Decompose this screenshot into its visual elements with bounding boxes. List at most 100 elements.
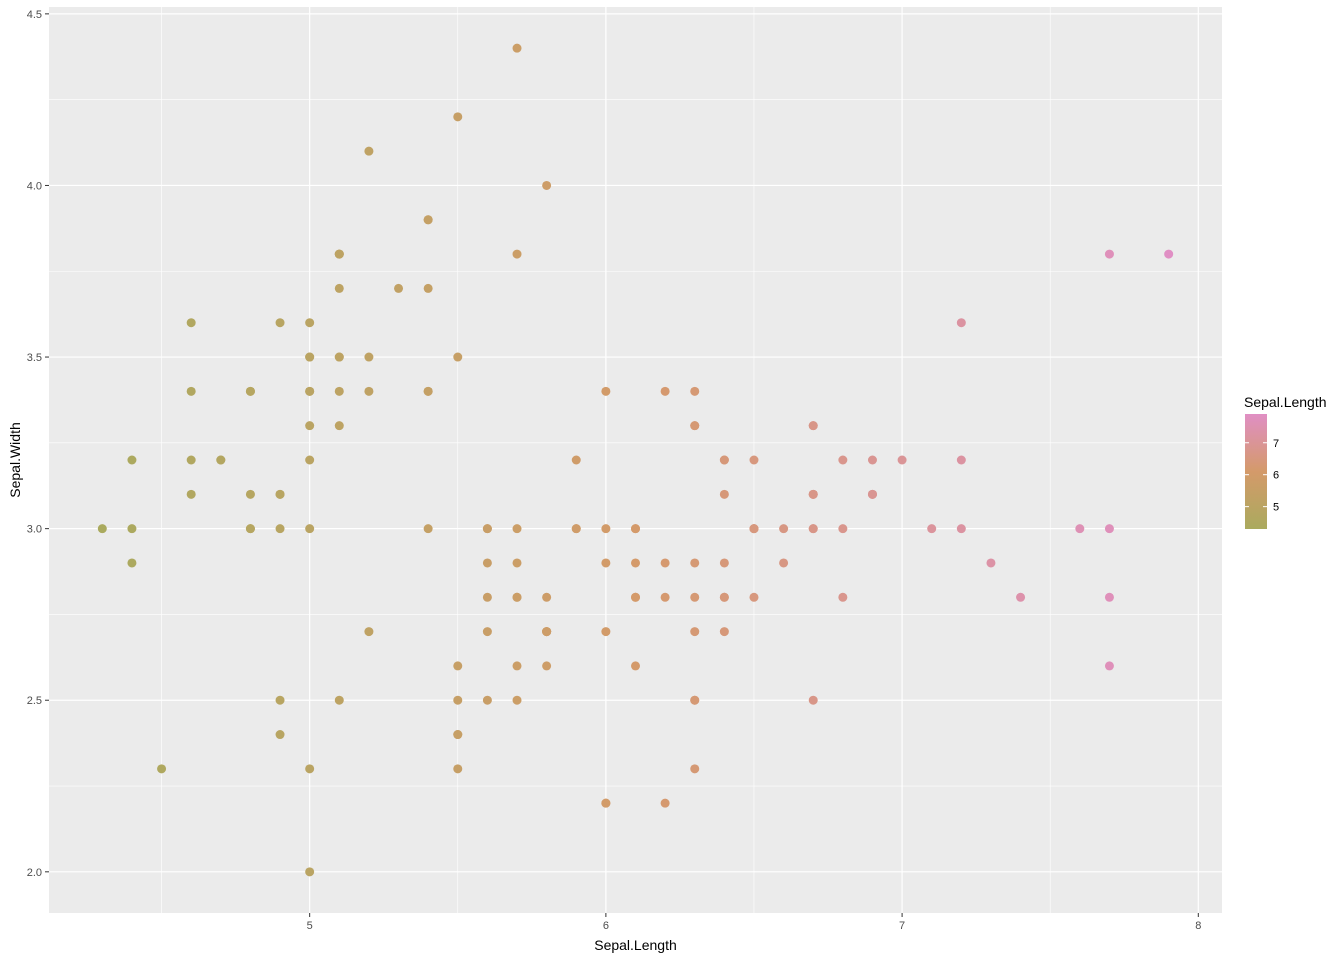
data-point [275,730,285,740]
data-point [808,524,818,534]
legend-tick-label: 6 [1273,470,1279,482]
data-point [512,592,522,602]
data-point [186,386,196,396]
data-point [867,455,877,465]
data-point [1104,592,1114,602]
data-point [808,421,818,431]
data-point [305,318,315,328]
x-tick-label: 7 [899,920,905,932]
data-point [186,489,196,499]
data-point [186,455,196,465]
data-point [334,421,344,431]
data-point [631,558,640,568]
data-point [334,283,344,293]
data-point [690,558,700,568]
data-point [631,524,640,534]
data-point [482,627,492,637]
data-point [453,112,463,122]
data-point [660,592,670,602]
data-point [423,215,433,225]
x-tick-label: 8 [1195,920,1201,932]
data-point [482,695,492,705]
data-point [275,489,285,499]
data-point [364,386,374,396]
data-point [275,524,285,534]
data-point [364,352,374,362]
y-tick-label: 3.0 [27,524,42,536]
data-point [157,764,167,774]
data-point [127,558,137,568]
data-point [601,627,611,637]
data-point [956,524,966,534]
data-point [245,524,255,534]
data-point [482,524,492,534]
data-point [423,386,433,396]
x-axis: 5 6 7 8 [307,913,1201,932]
data-point [482,558,492,568]
data-point [571,524,581,534]
data-point [334,695,344,705]
data-point [542,180,552,190]
y-axis: 2.0 2.5 3.0 3.5 4.0 4.5 [27,9,49,879]
data-point [186,318,196,328]
x-axis-title: Sepal.Length [594,937,677,953]
data-point [305,386,315,396]
data-point [838,455,848,465]
legend-title: Sepal.Length [1244,394,1327,410]
x-tick-label: 6 [603,920,609,932]
data-point [512,249,522,259]
data-point [956,318,966,328]
data-point [482,592,492,602]
data-point [275,695,285,705]
data-point [808,489,818,499]
legend-tick-label: 7 [1273,438,1279,450]
data-point [512,558,522,568]
data-point [660,558,670,568]
data-point [779,524,789,534]
legend-tick-label: 5 [1273,502,1279,514]
data-point [423,283,433,293]
data-point [453,695,463,705]
data-point [690,695,700,705]
data-point [334,386,344,396]
data-point [867,489,877,499]
data-point [719,558,729,568]
data-point [808,695,818,705]
data-point [245,489,255,499]
data-point [127,455,137,465]
data-point [631,592,640,602]
data-point [364,146,374,156]
data-point [660,386,670,396]
data-point [601,386,611,396]
panel-background [49,7,1222,913]
y-tick-label: 3.5 [27,352,42,364]
y-tick-label: 4.0 [27,180,42,192]
data-point [364,627,374,637]
data-point [1075,524,1085,534]
data-point [512,661,522,671]
data-point [97,524,107,534]
data-point [779,558,789,568]
data-point [690,386,700,396]
data-point [690,421,700,431]
data-point [986,558,996,568]
data-point [719,455,729,465]
data-point [512,695,522,705]
y-tick-label: 4.5 [27,9,42,21]
data-point [542,627,552,637]
data-point [453,730,463,740]
data-point [1164,249,1174,259]
legend-colorbar [1245,414,1267,529]
data-point [305,455,315,465]
data-point [719,627,729,637]
data-point [453,764,463,774]
data-point [1104,524,1114,534]
data-point [749,524,759,534]
data-point [305,524,315,534]
data-point [601,558,611,568]
data-point [1016,592,1026,602]
data-point [956,455,966,465]
data-point [275,318,285,328]
data-point [305,867,315,877]
